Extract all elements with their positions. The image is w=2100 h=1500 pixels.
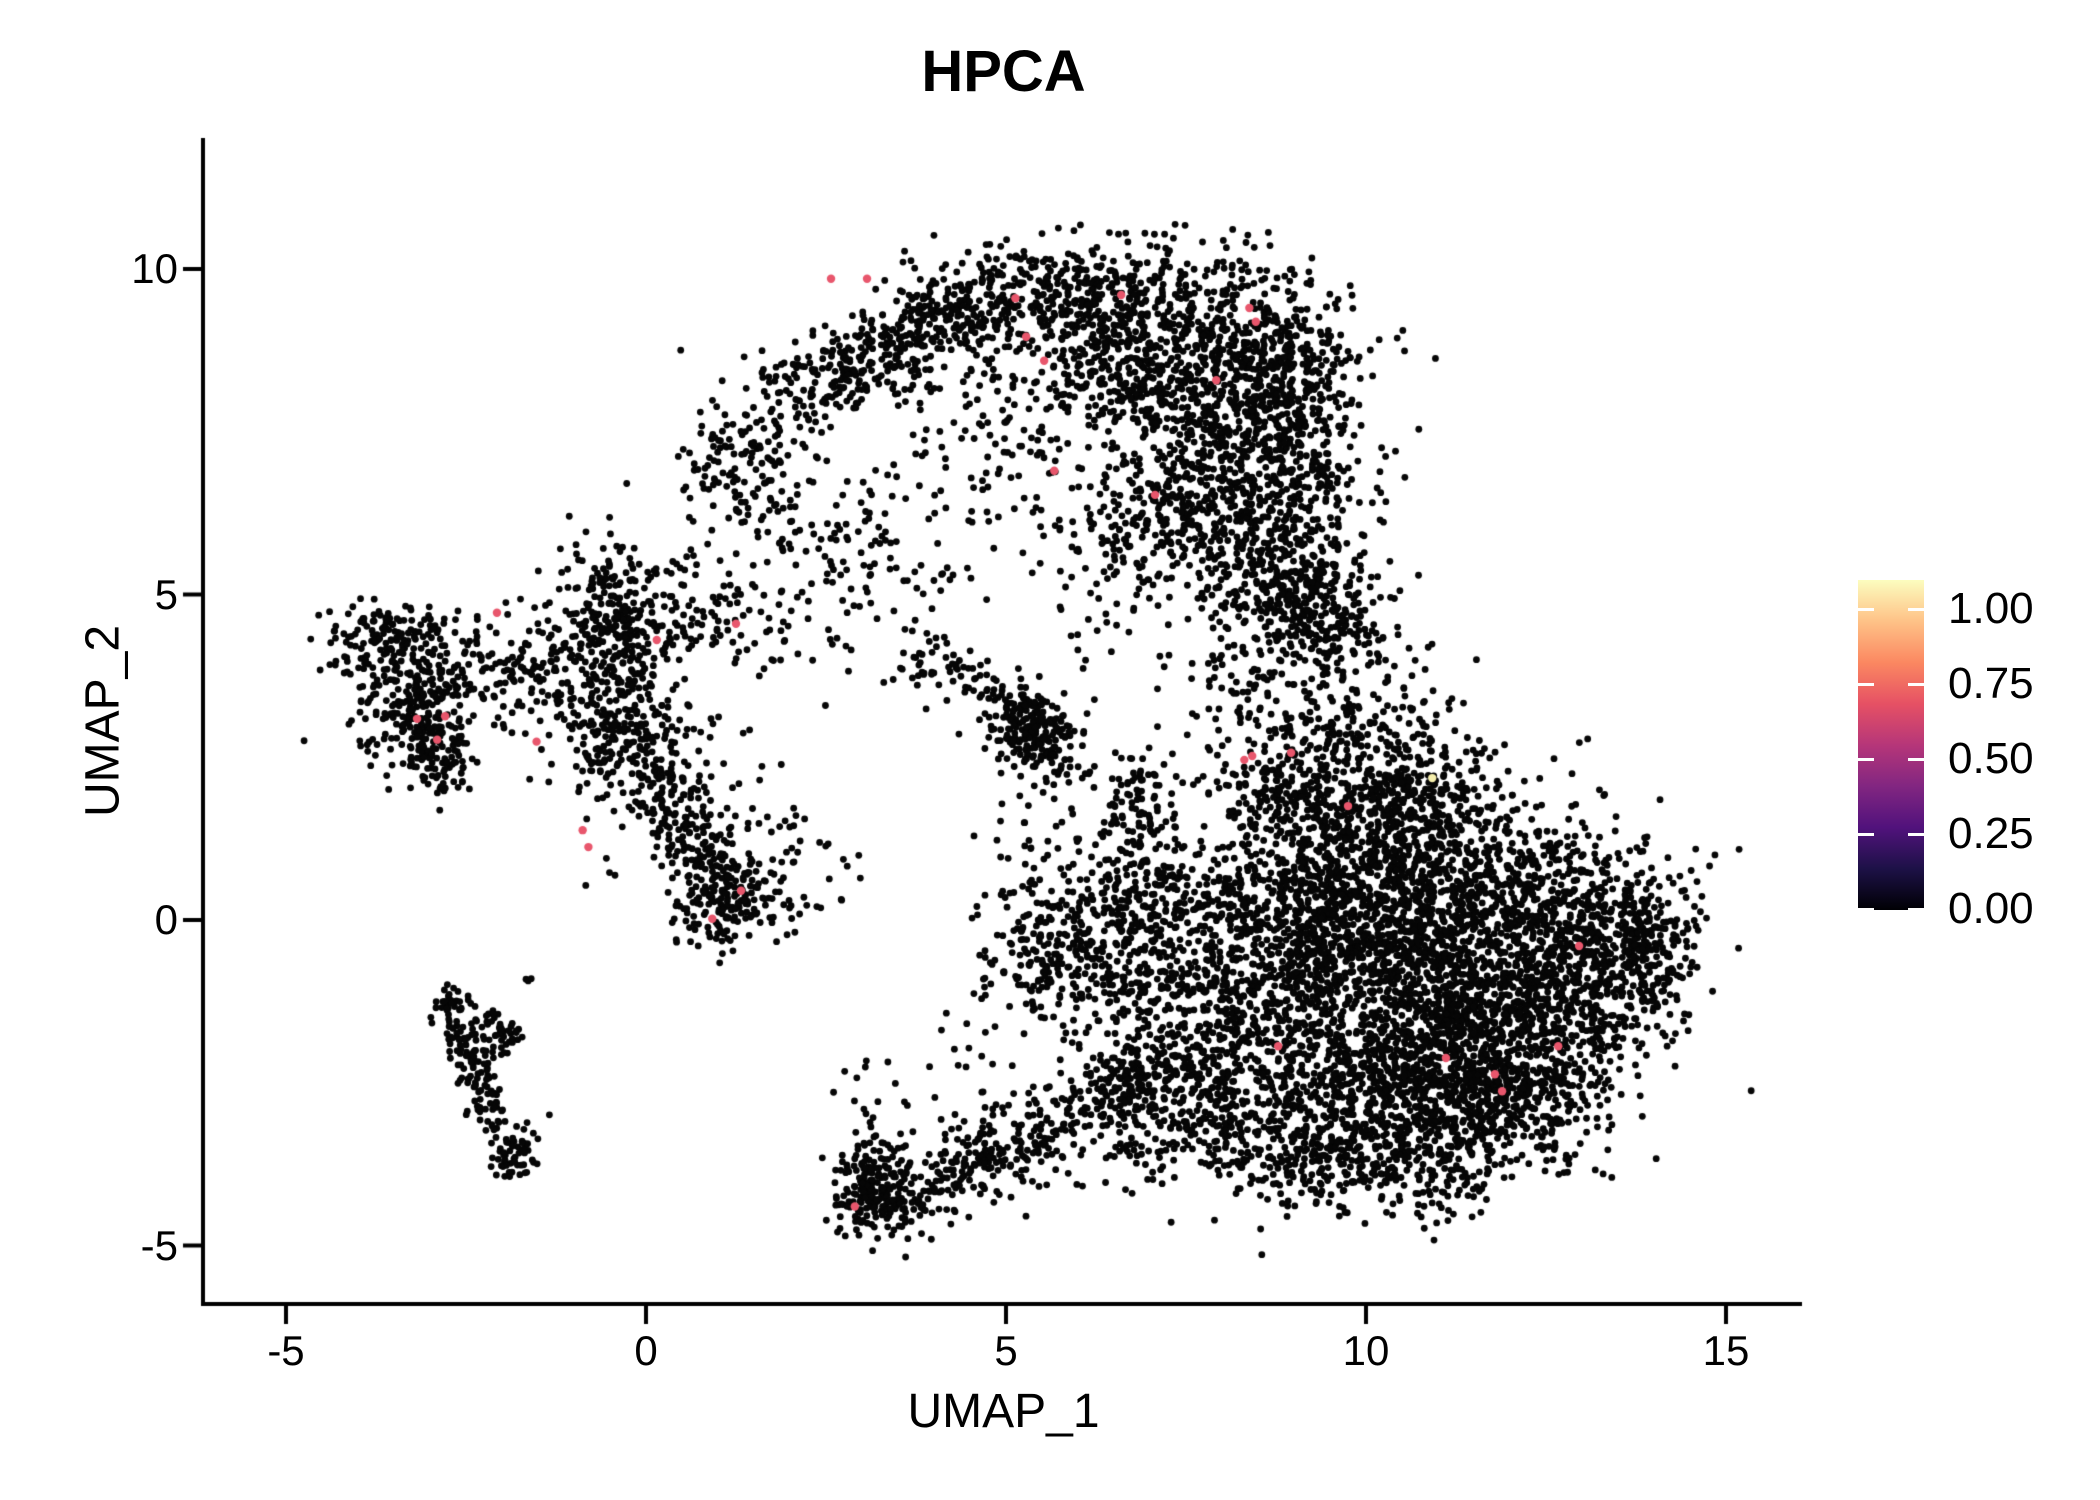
colorbar-tick-mark [1858,758,1874,761]
colorbar-tick-label: 0.25 [1948,809,2034,858]
colorbar-tick-label: 0.75 [1948,659,2034,708]
colorbar-tick-label: 1.00 [1948,584,2034,633]
colorbar-tick-mark [1908,908,1924,911]
x-tick-label: 0 [634,1327,658,1374]
x-tick-label: 15 [1702,1327,1750,1374]
y-tick-label: 10 [131,245,178,292]
colorbar-tick-mark [1858,683,1874,686]
colorbar-tick-mark [1908,758,1924,761]
y-tick-label: 0 [154,896,178,943]
x-tick-label: -5 [267,1327,305,1374]
colorbar-tick-label: 0.00 [1948,884,2034,933]
colorbar-tick-mark [1858,833,1874,836]
x-axis-title: UMAP_1 [907,1385,1100,1438]
colorbar-tick-mark [1858,608,1874,611]
colorbar-gradient [1858,580,1924,910]
y-tick-label: 5 [154,570,178,618]
colorbar-tick-mark [1908,833,1924,836]
y-axis-title: UMAP_2 [76,624,130,818]
colorbar-tick-mark [1858,908,1874,911]
colorbar-tick-label: 0.50 [1948,734,2034,783]
colorbar-tick-mark [1908,608,1924,611]
x-tick-label: 10 [1342,1327,1390,1374]
colorbar-tick-mark [1908,683,1924,686]
x-tick-label: 5 [994,1327,1018,1374]
y-tick-label: -5 [140,1221,178,1269]
